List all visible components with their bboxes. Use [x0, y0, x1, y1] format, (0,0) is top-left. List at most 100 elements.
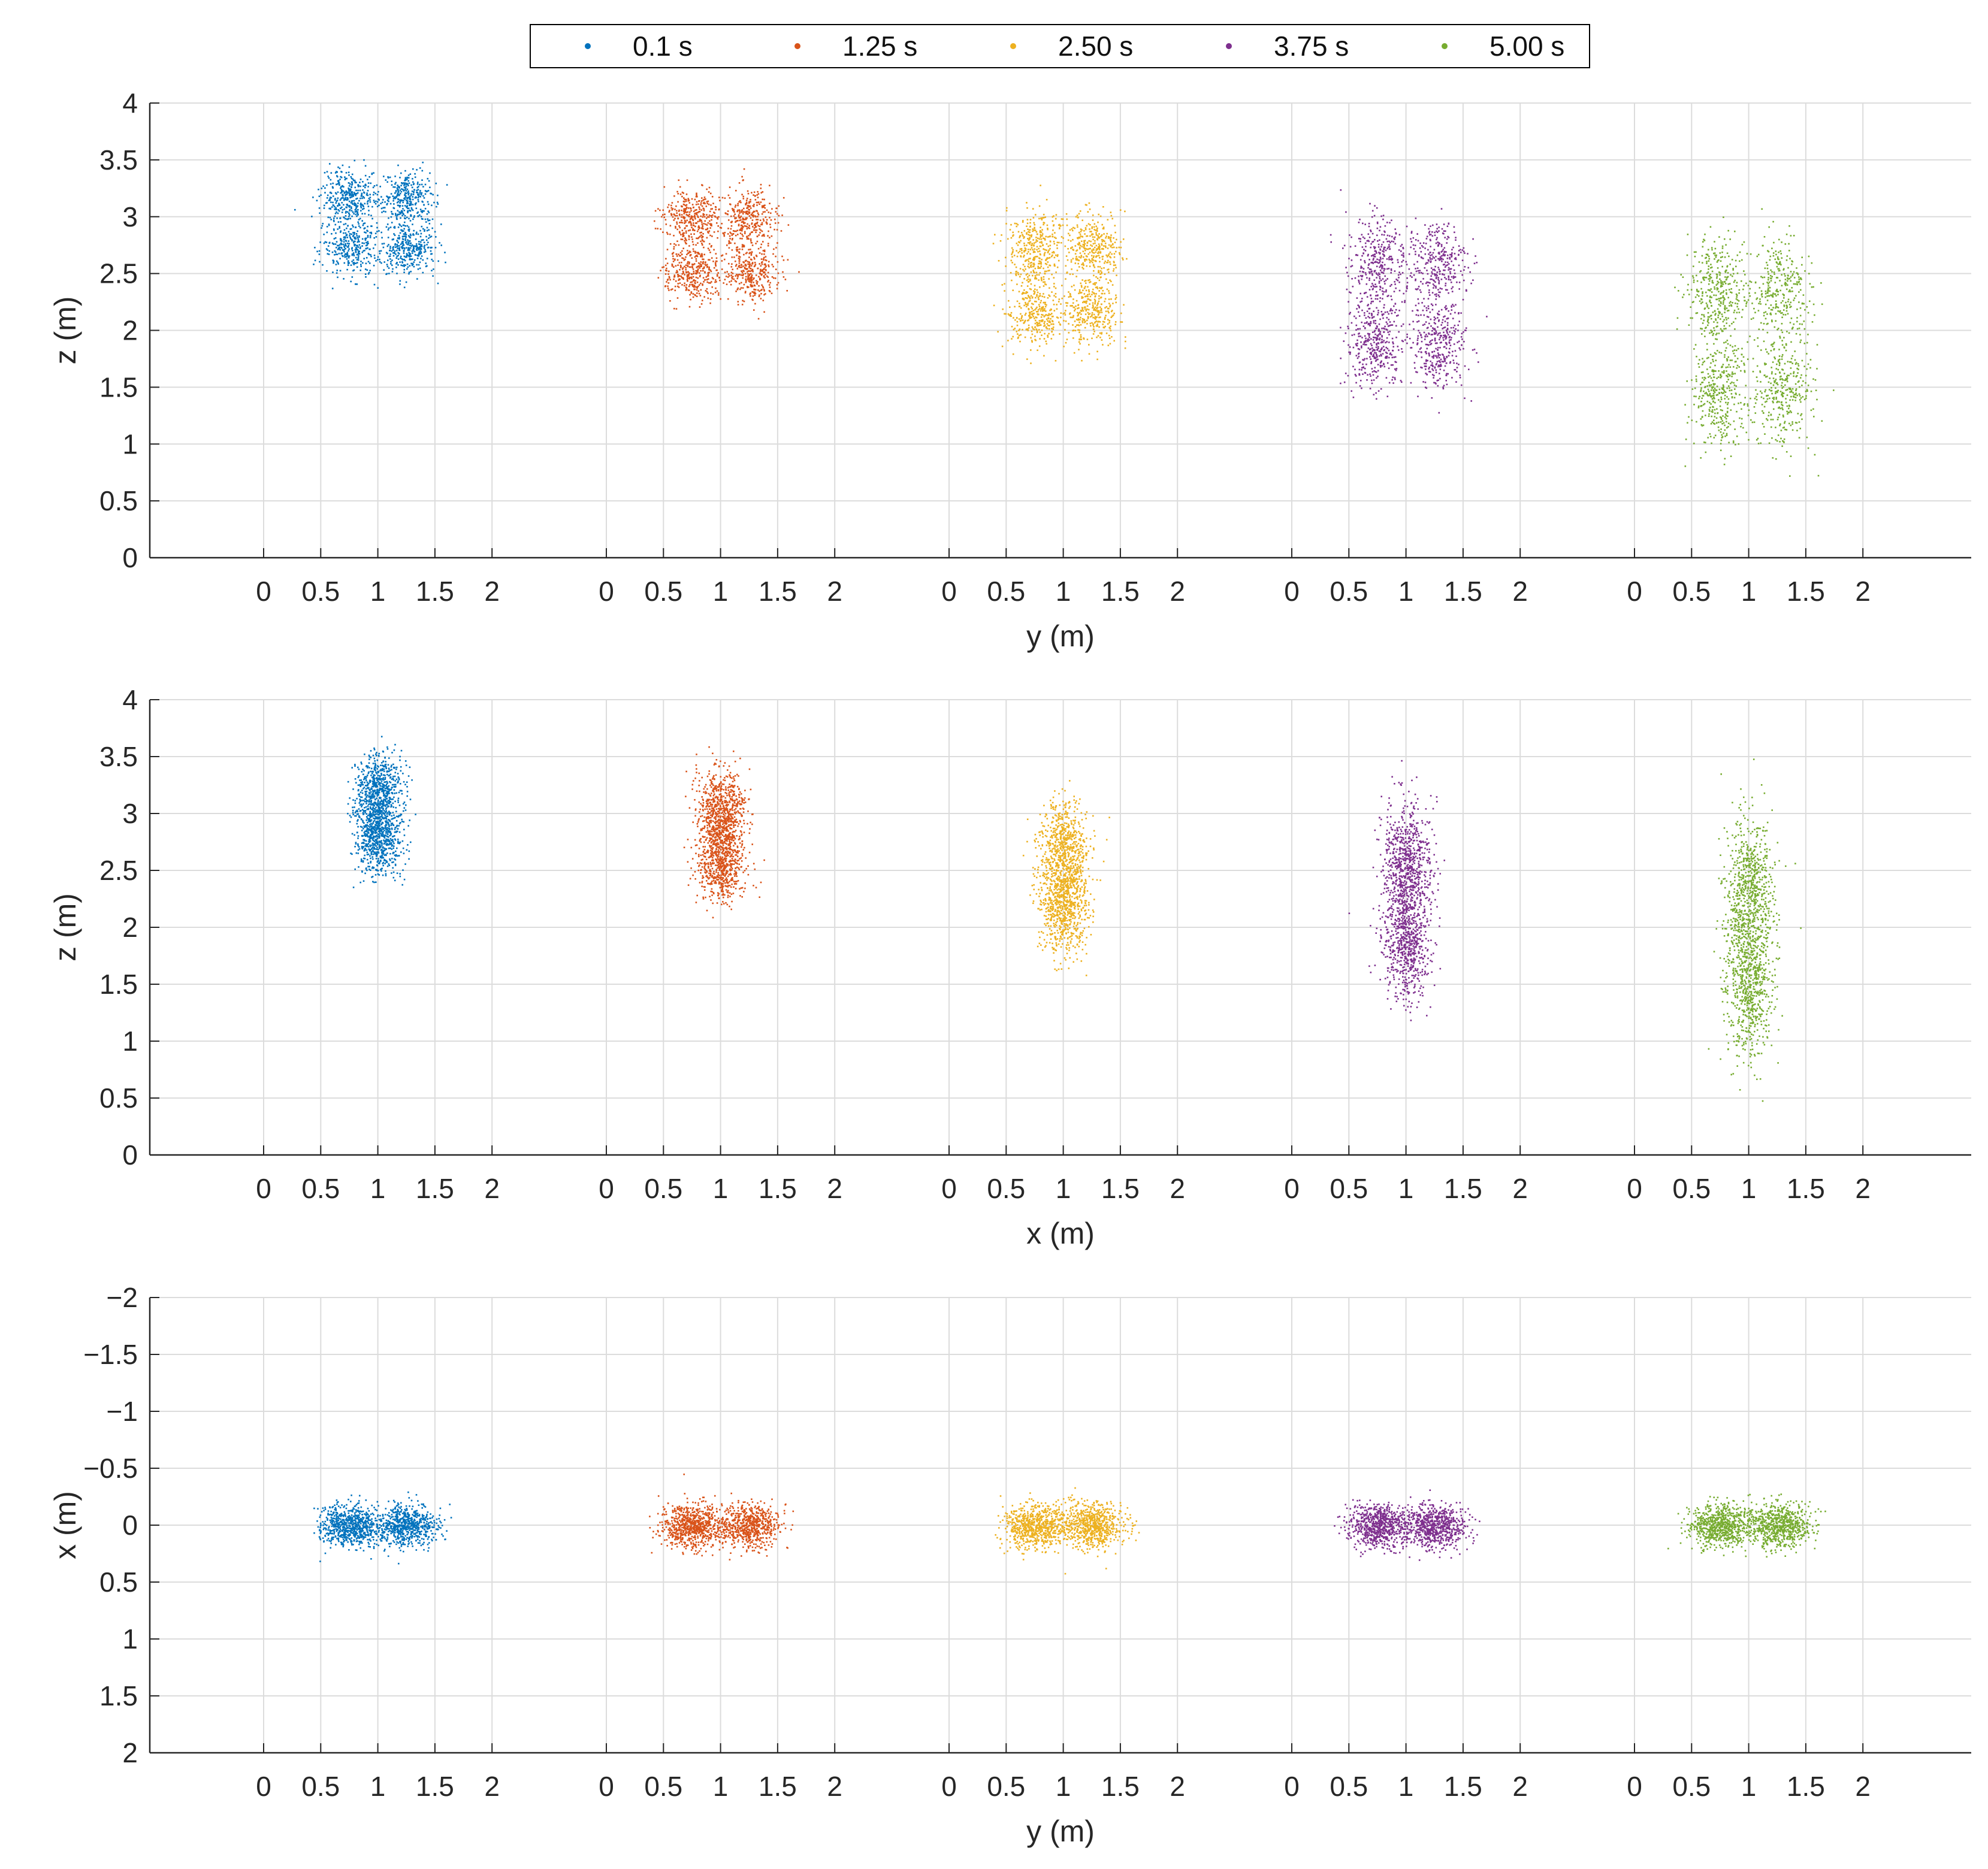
scatter-point: [1043, 325, 1045, 327]
scatter-point: [1010, 272, 1012, 274]
scatter-point: [750, 201, 751, 202]
scatter-point: [1092, 233, 1094, 235]
scatter-point: [360, 207, 362, 208]
scatter-point: [1343, 244, 1346, 247]
scatter-point: [1382, 346, 1385, 347]
scatter-point: [676, 190, 678, 193]
scatter-point: [355, 205, 357, 207]
scatter-point: [357, 246, 359, 248]
scatter-point: [1035, 239, 1037, 241]
scatter-point: [352, 195, 354, 197]
scatter-point: [672, 253, 673, 255]
scatter-point: [346, 211, 349, 213]
scatter-point: [759, 228, 761, 230]
scatter-point: [706, 214, 708, 216]
scatter-point: [1431, 278, 1433, 280]
scatter-point: [1020, 319, 1022, 322]
scatter-point: [738, 225, 740, 226]
scatter-point: [723, 282, 724, 284]
scatter-point: [391, 213, 393, 215]
scatter-point: [346, 199, 348, 201]
scatter-point: [1036, 306, 1038, 309]
scatter-point: [333, 229, 335, 231]
scatter-point: [1350, 390, 1352, 392]
scatter-point: [321, 227, 322, 229]
scatter-point: [1091, 322, 1093, 324]
scatter-point: [1409, 337, 1411, 340]
scatter-point: [754, 294, 756, 297]
scatter-point: [765, 259, 768, 262]
scatter-point: [1098, 244, 1101, 247]
scatter-point: [348, 182, 350, 184]
scatter-point: [1038, 247, 1040, 250]
scatter-point: [1104, 307, 1106, 309]
scatter-point: [762, 198, 763, 201]
scatter-point: [1084, 253, 1086, 255]
scatter-point: [389, 202, 392, 205]
scatter-point: [343, 186, 345, 188]
scatter-point: [735, 230, 737, 232]
scatter-point: [1037, 325, 1039, 327]
scatter-point: [744, 219, 746, 220]
scatter-point: [345, 247, 346, 250]
scatter-point: [1422, 309, 1424, 312]
scatter-point: [377, 287, 379, 289]
scatter-point: [1090, 316, 1092, 318]
scatter-point: [1028, 229, 1031, 231]
scatter-point: [364, 185, 366, 186]
scatter-point: [349, 188, 352, 190]
scatter-point: [1092, 333, 1095, 335]
scatter-point: [1035, 256, 1037, 258]
scatter-point: [1364, 312, 1365, 314]
scatter-point: [318, 195, 321, 197]
scatter-point: [698, 292, 700, 295]
scatter-point: [1029, 226, 1031, 228]
scatter-point: [398, 204, 400, 207]
scatter-point: [684, 211, 685, 213]
scatter-point: [682, 271, 684, 273]
scatter-point: [382, 246, 385, 249]
scatter-point: [360, 205, 362, 207]
scatter-point: [346, 253, 349, 255]
scatter-point: [1023, 289, 1025, 291]
scatter-point: [426, 265, 428, 267]
scatter-point: [663, 266, 664, 268]
scatter-point: [765, 273, 766, 276]
scatter-point: [714, 291, 717, 294]
scatter-point: [1025, 274, 1028, 276]
scatter-point: [1087, 316, 1089, 318]
scatter-point: [1373, 258, 1374, 259]
scatter-point: [740, 264, 742, 267]
scatter-point: [751, 223, 753, 225]
scatter-point: [677, 264, 679, 266]
scatter-point: [1040, 236, 1041, 238]
scatter-point: [1056, 308, 1058, 310]
scatter-point: [1063, 346, 1065, 347]
scatter-point: [688, 236, 690, 238]
scatter-point: [335, 264, 337, 265]
scatter-point: [1035, 316, 1037, 318]
scatter-point: [1458, 320, 1460, 322]
scatter-point: [406, 255, 407, 257]
scatter-point: [410, 184, 412, 186]
scatter-point: [1086, 309, 1088, 310]
scatter-point: [746, 225, 748, 228]
scatter-point: [404, 192, 406, 194]
scatter-point: [739, 200, 741, 202]
scatter-point: [382, 199, 384, 201]
scatter-point: [404, 177, 407, 179]
scatter-point: [757, 289, 759, 291]
scatter-point: [1089, 208, 1091, 210]
scatter-point: [395, 267, 397, 268]
scatter-point: [674, 289, 676, 292]
scatter-point: [1077, 226, 1078, 228]
scatter-point: [769, 185, 771, 186]
scatter-point: [348, 244, 349, 247]
scatter-point: [1435, 277, 1437, 280]
scatter-point: [1454, 276, 1457, 278]
scatter-point: [389, 226, 392, 228]
scatter-point: [1020, 317, 1022, 319]
scatter-point: [370, 255, 372, 258]
scatter-point: [413, 216, 415, 218]
scatter-point: [692, 293, 694, 295]
